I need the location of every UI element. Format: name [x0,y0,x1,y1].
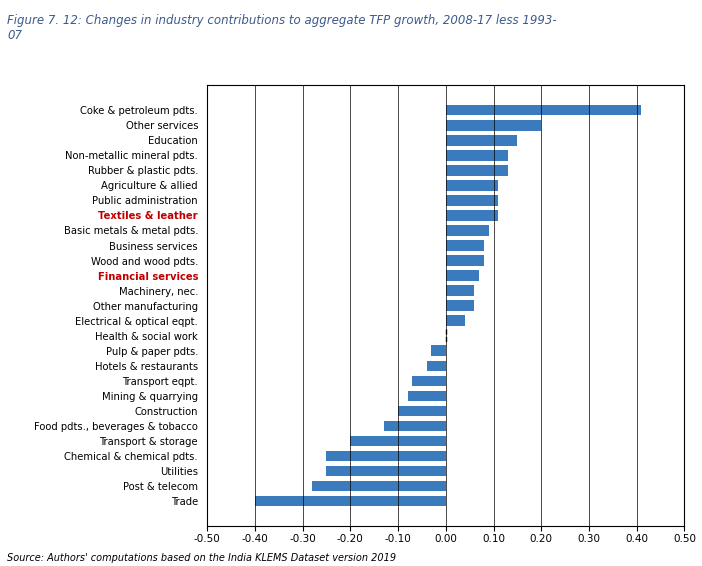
Bar [412,375,446,386]
Bar [446,135,517,145]
Bar [446,285,475,296]
Bar [446,120,541,131]
Bar [446,105,642,115]
Bar [446,255,484,266]
Bar [446,271,479,281]
Bar [384,421,446,431]
Bar [408,391,446,401]
Bar [427,361,446,371]
Bar [446,210,498,221]
Bar [446,301,475,311]
Bar [446,150,508,161]
Bar [326,451,446,461]
Text: Source: Authors' computations based on the India KLEMS Dataset version 2019: Source: Authors' computations based on t… [7,553,396,563]
Bar [446,240,484,251]
Text: Figure 7. 12: Changes in industry contributions to aggregate TFP growth, 2008-17: Figure 7. 12: Changes in industry contri… [7,14,557,42]
Bar [432,345,446,356]
Bar [446,180,498,191]
Bar [350,436,446,446]
Bar [326,466,446,476]
Bar [446,315,465,326]
Bar [446,165,508,175]
Bar [255,496,446,507]
Bar [446,195,498,205]
Bar [312,481,446,491]
Bar [446,225,489,236]
Bar [398,406,446,416]
